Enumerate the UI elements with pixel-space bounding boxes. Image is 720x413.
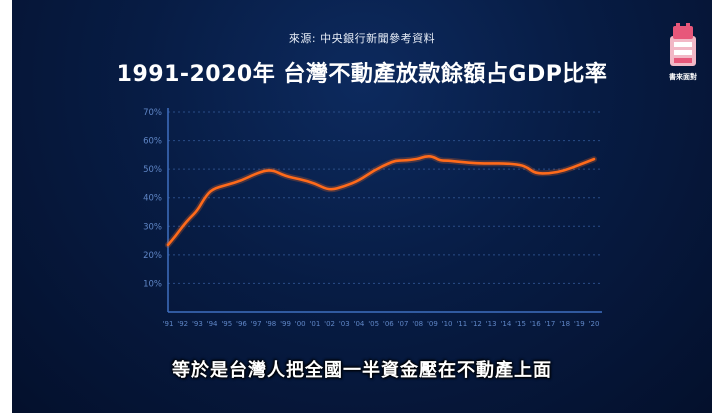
y-tick-label: 20%	[143, 251, 162, 261]
x-tick-label: '06	[383, 320, 394, 328]
x-tick-label: '11	[456, 320, 467, 328]
x-tick-label: '91	[163, 320, 174, 328]
x-tick-label: '04	[354, 320, 365, 328]
x-tick-label: '20	[589, 320, 600, 328]
x-tick-label: '02	[324, 320, 335, 328]
x-tick-label: '15	[515, 320, 526, 328]
x-tick-label: '92	[177, 320, 188, 328]
x-tick-label: '95	[221, 320, 232, 328]
y-tick-label: 50%	[143, 165, 162, 175]
x-tick-label: '14	[500, 320, 511, 328]
x-tick-label: '98	[265, 320, 276, 328]
x-tick-label: '03	[339, 320, 350, 328]
x-tick-label: '10	[442, 320, 453, 328]
x-tick-label: '99	[280, 320, 291, 328]
x-tick-label: '01	[309, 320, 320, 328]
x-tick-label: '18	[559, 320, 570, 328]
x-tick-label: '09	[427, 320, 438, 328]
video-subtitle: 等於是台灣人把全國一半資金壓在不動產上面	[172, 360, 552, 381]
x-tick-label: '96	[236, 320, 247, 328]
video-frame: 來源: 中央銀行新聞參考資料 1991-2020年 台灣不動產放款餘額占GDP比…	[12, 0, 712, 413]
y-tick-label: 10%	[143, 279, 162, 289]
y-tick-label: 60%	[143, 137, 162, 147]
x-tick-label: '13	[486, 320, 497, 328]
y-tick-label: 30%	[143, 222, 162, 232]
channel-logo-icon	[670, 23, 696, 66]
x-tick-label: '00	[295, 320, 306, 328]
x-tick-label: '05	[368, 320, 379, 328]
x-tick-label: '93	[192, 320, 203, 328]
x-tick-label: '16	[530, 320, 541, 328]
x-tick-label: '08	[412, 320, 423, 328]
y-tick-label: 40%	[143, 194, 162, 204]
x-tick-label: '17	[545, 320, 556, 328]
x-tick-label: '97	[251, 320, 262, 328]
series-line	[166, 154, 596, 247]
line-chart: 10% 20% 30% 40% 50% 60% 70% '91'92 '93 '94'95 '96 '…	[143, 108, 602, 328]
channel-logo-caption: 書來面對	[669, 73, 697, 81]
chart-title: 1991-2020年 台灣不動產放款餘額占GDP比率	[116, 62, 608, 87]
x-tick-label: '12	[471, 320, 482, 328]
x-tick-label: '19	[574, 320, 585, 328]
x-tick-label: '94	[207, 320, 218, 328]
y-tick-label: 70%	[143, 108, 162, 118]
x-tick-label: '07	[398, 320, 409, 328]
source-note: 來源: 中央銀行新聞參考資料	[288, 32, 436, 45]
